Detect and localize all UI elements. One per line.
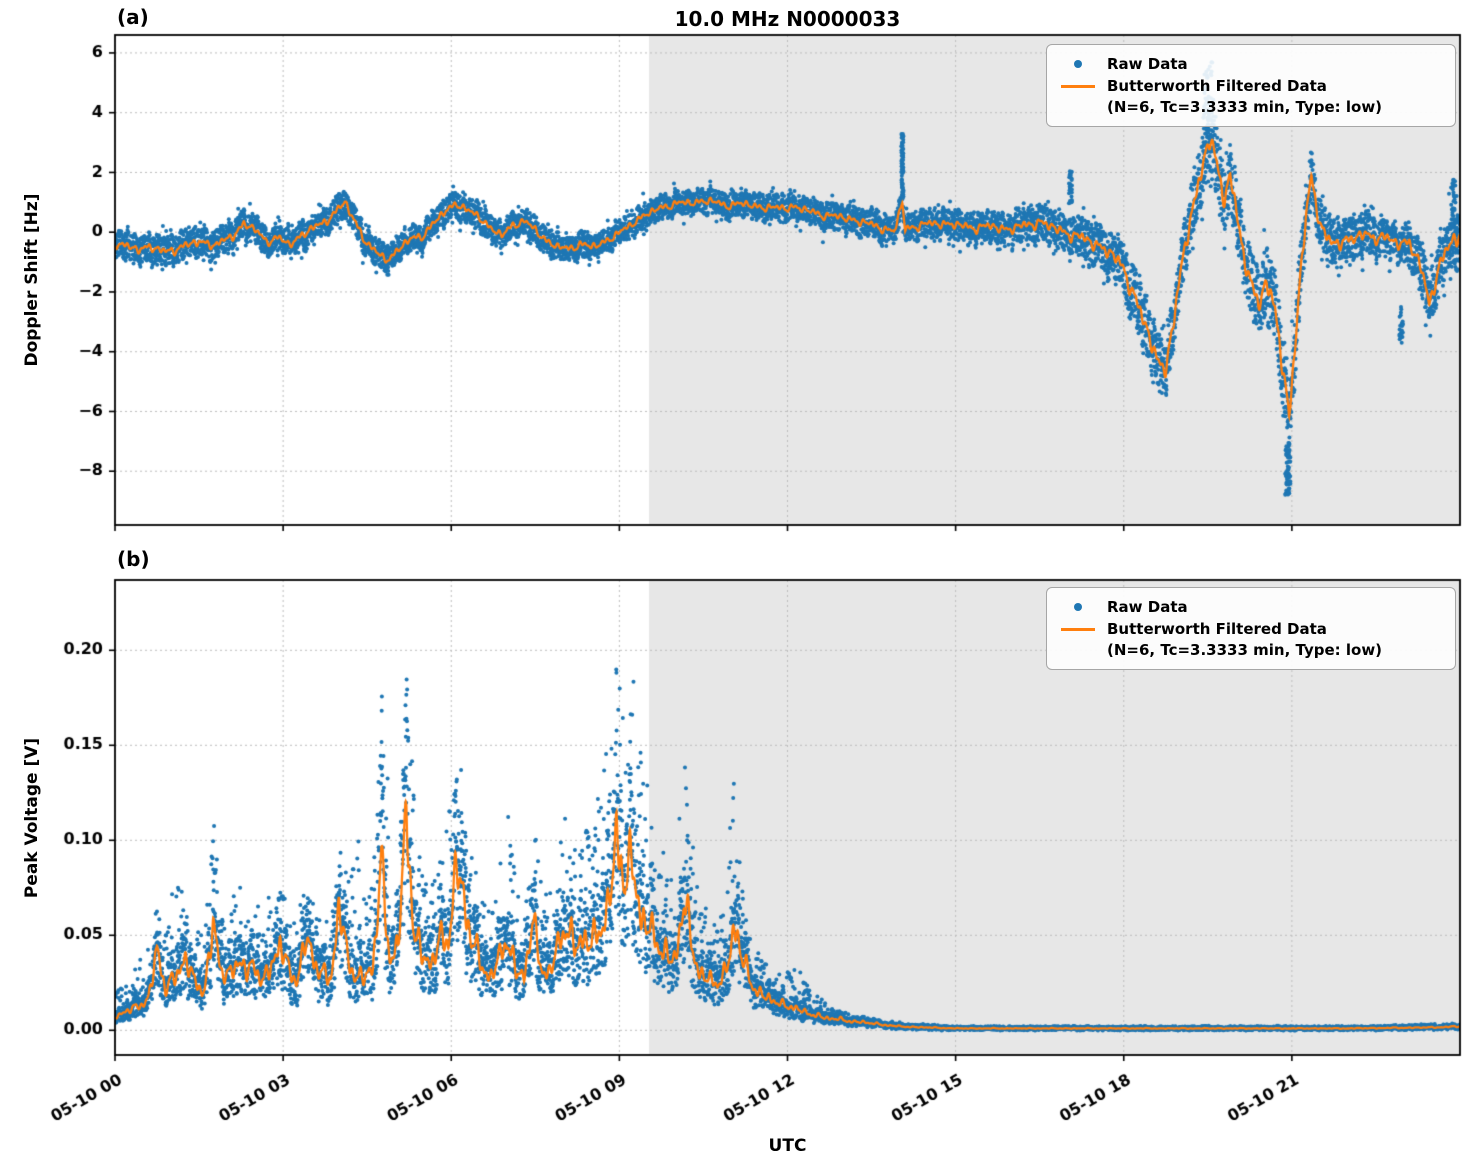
legend-filtered-sublabel: (N=6, Tc=3.3333 min, Type: low) (1107, 640, 1383, 659)
legend-item-raw-data: Raw Data (1057, 597, 1445, 617)
legend-item-filtered-data: Butterworth Filtered Data (N=6, Tc=3.333… (1057, 619, 1445, 660)
legend-panel-b: Raw Data Butterworth Filtered Data (N=6,… (1046, 587, 1456, 670)
legend-raw-label: Raw Data (1107, 55, 1188, 73)
panel-b-label: (b) (117, 547, 150, 571)
legend-panel-a: Raw Data Butterworth Filtered Data (N=6,… (1046, 44, 1456, 127)
legend-item-filtered-data: Butterworth Filtered Data (N=6, Tc=3.333… (1057, 76, 1445, 117)
legend-raw-label: Raw Data (1107, 598, 1188, 616)
filtered-line-icon (1057, 619, 1099, 639)
y-axis-label-doppler-shift: Doppler Shift [Hz] (22, 193, 42, 367)
legend-filtered-label: Butterworth Filtered Data (1107, 620, 1327, 639)
raw-data-dot-icon (1057, 54, 1099, 74)
y-axis-label-peak-voltage: Peak Voltage [V] (22, 737, 42, 899)
legend-item-raw-data: Raw Data (1057, 54, 1445, 74)
raw-data-dot-icon (1057, 597, 1099, 617)
filtered-line-icon (1057, 76, 1099, 96)
legend-filtered-label: Butterworth Filtered Data (1107, 77, 1327, 96)
legend-filtered-sublabel: (N=6, Tc=3.3333 min, Type: low) (1107, 97, 1383, 116)
x-axis-label-utc: UTC (768, 1136, 807, 1156)
panel-a-label: (a) (117, 5, 149, 29)
chart-title: 10.0 MHz N0000033 (674, 7, 901, 31)
